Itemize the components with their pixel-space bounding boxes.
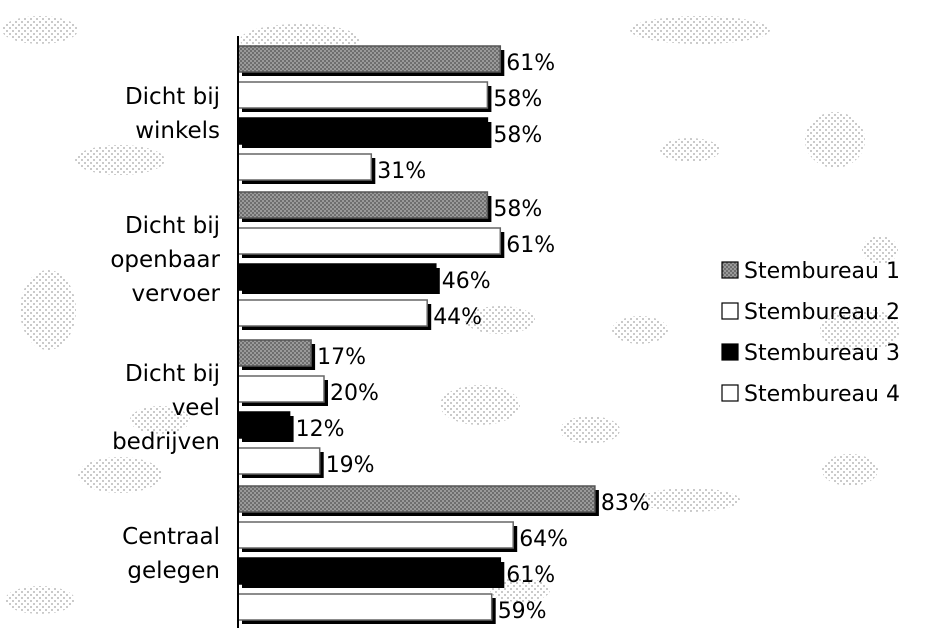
noise-blob	[5, 586, 75, 614]
noise-blob	[660, 138, 720, 162]
category-label: vervoer	[131, 281, 220, 307]
bar-1-2	[237, 191, 489, 219]
value-label: 44%	[433, 305, 482, 330]
value-label: 12%	[296, 417, 345, 442]
legend-label: Stembureau 4	[744, 382, 900, 407]
value-label: 59%	[498, 599, 547, 624]
category-label: Dicht bij	[125, 361, 220, 387]
noise-blob	[78, 457, 162, 493]
bar-3-1	[237, 117, 489, 145]
value-label: 61%	[506, 563, 555, 588]
noise-blob	[440, 385, 520, 425]
category-label: bedrijven	[112, 429, 220, 455]
bar-1-1	[237, 45, 502, 73]
bar-2-3	[237, 375, 325, 403]
bar-3-3	[237, 411, 291, 439]
value-label: 61%	[506, 233, 555, 258]
legend-swatch	[721, 343, 739, 361]
value-label: 61%	[506, 51, 555, 76]
bar-1-4	[237, 485, 596, 513]
noise-blob	[75, 145, 165, 175]
category-label: veel	[172, 395, 220, 421]
bar-4-3	[237, 447, 321, 475]
legend-label: Stembureau 1	[744, 259, 900, 284]
legend-label: Stembureau 3	[744, 341, 900, 366]
category-label: Dicht bij	[125, 84, 220, 110]
bars-group	[237, 45, 599, 624]
noise-blob	[612, 316, 668, 344]
noise-blob	[820, 308, 900, 352]
bar-3-4	[237, 557, 502, 585]
category-label: winkels	[135, 118, 220, 144]
legend-swatch	[721, 302, 739, 320]
value-label: 58%	[493, 197, 542, 222]
value-label: 19%	[326, 453, 375, 478]
value-label: 83%	[601, 491, 650, 516]
labels-group: 61% 58% 58% 31% Dicht bij winkels 58% 61% 46% 44%…	[110, 51, 649, 624]
value-label: 58%	[493, 87, 542, 112]
bar-3-2	[237, 263, 437, 291]
noise-blob	[20, 270, 76, 350]
bar-2-1	[237, 81, 489, 109]
noise-blob	[2, 16, 78, 44]
bar-4-1	[237, 153, 373, 181]
value-label: 17%	[317, 345, 366, 370]
noise-blob	[805, 112, 865, 168]
noise-blob	[465, 306, 535, 334]
category-label: openbaar	[110, 247, 220, 273]
bar-2-4	[237, 521, 514, 549]
noise-blob	[490, 578, 550, 602]
bar-4-2	[237, 299, 428, 327]
legend-swatch	[721, 261, 739, 279]
value-label: 31%	[377, 159, 426, 184]
noise-blob	[640, 488, 740, 512]
category-label: gelegen	[127, 558, 220, 584]
noise-blob	[560, 416, 620, 444]
value-label: 46%	[442, 269, 491, 294]
noise-blob	[862, 236, 898, 264]
value-label: 20%	[330, 381, 379, 406]
bar-4-4	[237, 593, 493, 621]
value-label: 58%	[493, 123, 542, 148]
legend-label: Stembureau 2	[744, 300, 900, 325]
category-label: Centraal	[122, 524, 220, 550]
scan-noise	[2, 16, 900, 614]
legend-swatch	[721, 384, 739, 402]
bar-2-2	[237, 227, 502, 255]
bar-1-3	[237, 339, 312, 367]
noise-blob	[822, 454, 878, 486]
noise-blob	[630, 16, 770, 44]
legend: Stembureau 1 Stembureau 2 Stembureau 3 Stem…	[721, 259, 900, 407]
category-label: Dicht bij	[125, 213, 220, 239]
noise-blob	[130, 406, 190, 434]
value-label: 64%	[519, 527, 568, 552]
